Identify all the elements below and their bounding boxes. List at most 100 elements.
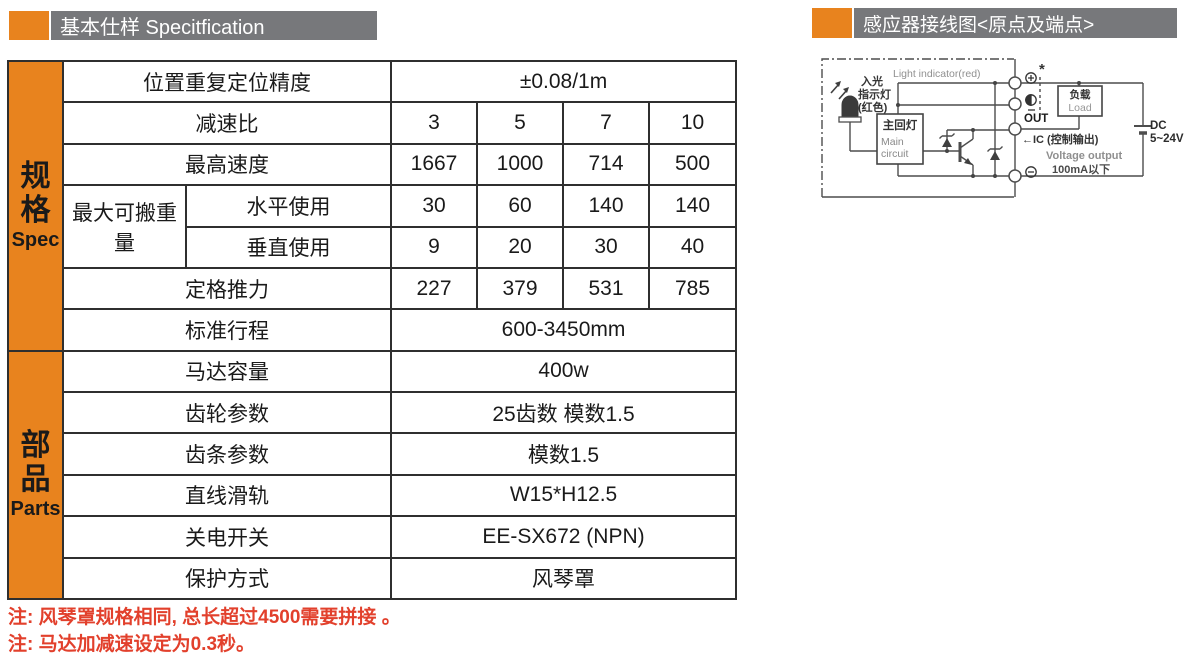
table-row: 关电开关 EE-SX672 (NPN) [8,515,738,559]
zener2-diode [990,151,1000,160]
cell-value: 模数1.5 [389,432,738,476]
cell-value: 20 [476,225,564,269]
section-label-en: Spec [11,228,60,251]
cell-value: 140 [647,184,738,228]
footnote-line: 注: 马达加减速设定为0.3秒。 [8,634,256,655]
section-label-en: Parts [10,497,61,520]
zener1-bar [939,133,955,139]
emitter-arrowhead [964,158,972,165]
plus-symbol-icon [1025,72,1037,84]
wiring-header-title: 感应器接线图<原点及端点> [854,8,1177,38]
cell-value: 400w [389,349,738,394]
cell-value: 30 [390,184,478,228]
cell-value: 379 [476,266,564,311]
section-label-cn: 规格 [20,159,51,227]
table-row: 齿条参数 模数1.5 [8,432,738,476]
cell-value: 140 [562,184,650,228]
section-label-spec: 规格 Spec [7,60,64,352]
table-row: 保护方式 风琴罩 [8,556,738,600]
table-row: 齿轮参数 25齿数 模数1.5 [8,390,738,435]
minus-symbol-icon [1025,166,1037,178]
voltage-output-label: Voltage output [1046,150,1123,162]
row-label: 减速比 [62,101,392,145]
section-label-cn: 部品 [20,428,51,496]
cell-value: 7 [562,101,650,145]
table-row: 直线滑轨 W15*H12.5 [8,473,738,518]
dc-label: DC [1150,120,1167,132]
cell-value: 600-3450mm [389,308,738,352]
cell-value: 40 [647,225,738,269]
junction-dots [896,81,1081,178]
row-label: 垂直使用 [185,225,392,269]
light-ray [838,89,848,100]
wire-ground-rail [897,164,1009,177]
led-label-cn: 入光 [861,74,883,88]
wire-vplus-rail [897,82,1009,114]
cell-value: 500 [647,142,738,187]
cell-value: 785 [647,266,738,311]
cell-value: 227 [390,266,478,311]
row-label: 直线滑轨 [62,473,392,518]
main-circuit-label-en: Main [881,136,904,148]
light-indicator-label: Light indicator(red) [893,68,981,80]
cell-value: 714 [562,142,650,187]
led-label-cn: 指示灯 [858,87,891,101]
spec-table: 规格 Spec 位置重复定位精度 ±0.08/1m 减速比 3 5 7 10 最… [7,59,738,601]
terminal-minus [1008,169,1022,183]
table-row: 最大可搬重量 水平使用 30 60 140 140 [8,184,738,269]
light-ray [830,83,840,94]
l-symbol-half-fill [1025,94,1032,106]
row-label: 标准行程 [62,308,392,352]
led-indicator-icon [838,95,862,123]
main-circuit-box [876,113,924,165]
zener1-diode [942,138,952,147]
row-label: 齿条参数 [62,432,392,476]
table-row: 减速比 3 5 7 10 [8,101,738,145]
terminal-l [1008,97,1022,111]
sensor-wiring-diagram: Light indicator(red) 入光 指示灯 (红色) 主回灯 Mai… [821,58,1184,198]
cell-value: 3 [390,101,478,145]
cell-value: 1000 [476,142,564,187]
plus-symbol-cross [1028,75,1034,81]
table-row: 垂直使用 9 20 30 40 [8,225,738,269]
row-label: 位置重复定位精度 [62,59,392,104]
table-row: 部品 Parts 马达容量 400w [7,349,738,601]
orange-accent-square [9,11,49,40]
wiring-section-header: 感应器接线图<原点及端点> [812,8,1177,38]
main-circuit-label-en: circuit [881,148,909,160]
footnote-line: 注: 风琴罩规格相同, 总长超过4500需要拼接 。 [8,607,401,628]
out-label: OUT [1024,113,1048,125]
cell-value: EE-SX672 (NPN) [389,515,738,559]
ic-output-label: ←IC (控制输出) [1022,132,1099,146]
table-row: 定格推力 227 379 531 785 [8,266,738,311]
spec-section-header: 基本仕样 Specitfication [9,11,377,40]
load-label-cn: 负载 [1070,88,1092,101]
table-row: 最高速度 1667 1000 714 500 [8,142,738,187]
row-label: 保护方式 [62,556,392,600]
load-label-en: Load [1068,102,1092,114]
section-label-parts: 部品 Parts [7,349,64,601]
load-box [1057,85,1103,117]
spec-header-title: 基本仕样 Specitfication [51,11,377,40]
row-label: 最高速度 [62,142,392,187]
row-label: 齿轮参数 [62,390,392,435]
cell-value: 531 [562,266,650,311]
cell-value: 风琴罩 [389,556,738,600]
cell-value: W15*H12.5 [389,473,738,518]
row-label: 定格推力 [62,266,392,311]
current-limit-label: 100mA以下 [1052,163,1110,176]
cell-value: 60 [476,184,564,228]
orange-accent-square [812,8,852,38]
row-label: 马达容量 [62,349,392,394]
terminal-out [1008,122,1022,136]
transistor-collector [959,130,974,149]
cell-value: 5 [476,101,564,145]
transistor-emitter [959,155,974,176]
led-label-cn: (红色) [858,100,888,114]
cell-value: 30 [562,225,650,269]
cell-value: 25齿数 模数1.5 [389,390,738,435]
cell-value: 1667 [390,142,478,187]
wire-led [849,122,877,152]
cell-value: 9 [390,225,478,269]
dc-voltage-label: 5~24V [1150,133,1184,145]
